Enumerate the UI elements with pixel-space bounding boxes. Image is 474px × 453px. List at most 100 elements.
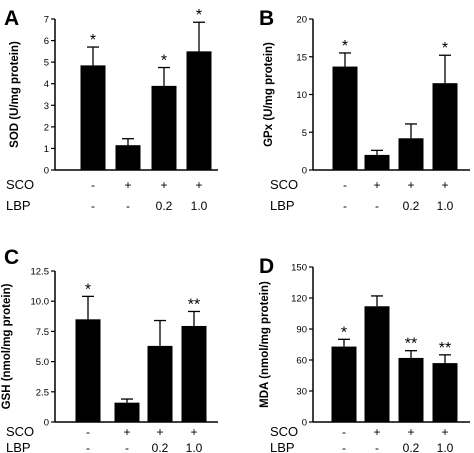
row-label-sco: SCO <box>6 177 34 192</box>
category-label-sco: + <box>124 178 131 192</box>
category-label-sco: - <box>342 425 346 439</box>
row-label-sco: SCO <box>6 424 34 439</box>
bar <box>186 51 212 170</box>
bar <box>364 154 390 170</box>
bar <box>432 363 458 422</box>
significance-marker: * <box>196 7 202 24</box>
y-tick-label: 7.5 <box>36 327 49 338</box>
bar <box>364 306 390 422</box>
significance-marker: * <box>442 40 448 57</box>
bar <box>147 345 173 422</box>
y-axis-label: GPx (U/mg protein) <box>263 42 275 147</box>
bar <box>151 85 177 170</box>
category-label-sco: + <box>441 178 448 192</box>
category-label-sco: - <box>91 178 95 192</box>
panel-d: D MDA (nmol/mg protein) SCO LBP 0 30 60 90 1… <box>259 255 470 453</box>
significance-marker: * <box>161 53 167 70</box>
category-label-lbp: 0.2 <box>156 199 173 213</box>
y-tick-label: 60 <box>296 356 307 367</box>
y-tick-label: 5 <box>302 128 307 139</box>
category-label-sco: + <box>441 425 448 439</box>
bar <box>114 402 140 422</box>
category-label-lbp: - <box>342 441 346 453</box>
category-label-lbp: 0.2 <box>403 199 420 213</box>
row-label-sco: SCO <box>270 424 298 439</box>
category-label-lbp: - <box>125 441 129 453</box>
significance-marker: ** <box>405 336 417 353</box>
significance-marker: ** <box>188 296 200 313</box>
y-tick-label: 1 <box>44 144 49 155</box>
y-tick-label: 10.0 <box>31 297 50 308</box>
row-label-lbp: LBP <box>6 198 31 213</box>
y-tick-label: 20 <box>296 15 307 26</box>
bar <box>398 138 424 170</box>
bar <box>332 66 358 170</box>
y-tick-label: 0 <box>44 166 49 177</box>
bar <box>75 319 101 422</box>
bar <box>432 83 458 170</box>
bar <box>115 145 141 170</box>
category-label-sco: - <box>343 178 347 192</box>
panel-a: A SOD (U/mg protein) SCO LBP 0 1 2 3 4 5 6 7 * - -… <box>4 7 218 213</box>
category-label-sco: + <box>407 178 414 192</box>
category-label-lbp: - <box>343 199 347 213</box>
panel-letter: D <box>259 255 274 278</box>
bar <box>80 65 106 170</box>
row-label-lbp: LBP <box>270 198 295 213</box>
row-label-sco: SCO <box>270 177 298 192</box>
category-label-sco: + <box>195 178 202 192</box>
category-label-lbp: 1.0 <box>437 199 454 213</box>
y-axis-label: SOD (U/mg protein) <box>9 41 21 148</box>
category-label-lbp: 1.0 <box>191 199 208 213</box>
significance-marker: * <box>342 38 348 55</box>
category-label-lbp: - <box>126 199 130 213</box>
y-tick-label: 5 <box>44 58 49 69</box>
category-label-sco: + <box>160 178 167 192</box>
category-label-lbp: 1.0 <box>437 441 454 453</box>
category-label-lbp: - <box>375 441 379 453</box>
y-tick-label: 6 <box>44 36 49 47</box>
y-tick-label: 3 <box>44 101 49 112</box>
category-label-sco: + <box>373 425 380 439</box>
y-tick-label: 30 <box>296 387 307 398</box>
category-label-lbp: 1.0 <box>186 441 203 453</box>
y-tick-label: 0 <box>44 418 49 429</box>
panel-letter: C <box>4 246 19 269</box>
y-tick-label: 90 <box>296 325 307 336</box>
y-tick-label: 2.5 <box>36 387 49 398</box>
significance-marker: * <box>90 32 96 49</box>
bar <box>398 357 424 422</box>
y-tick-label: 12.5 <box>31 267 50 278</box>
y-tick-label: 150 <box>291 263 307 274</box>
panel-c: C GSH (nmol/mg protein) SCO LBP 0 2.5 5.0 7… <box>1 246 218 453</box>
y-tick-label: 10 <box>296 90 307 101</box>
significance-marker: * <box>85 281 91 298</box>
bar <box>331 346 357 422</box>
category-label-sco: + <box>373 178 380 192</box>
panel-b: B GPx (U/mg protein) SCO LBP 0 5 10 15 20 * - -… <box>259 7 470 213</box>
y-tick-label: 4 <box>44 79 49 90</box>
y-axis-label: GSH (nmol/mg protein) <box>1 283 13 409</box>
y-tick-label: 120 <box>291 294 307 305</box>
y-tick-label: 0 <box>302 418 307 429</box>
category-label-sco: + <box>190 425 197 439</box>
y-tick-label: 2 <box>44 122 49 133</box>
category-label-lbp: 0.2 <box>152 441 169 453</box>
bar <box>181 325 207 422</box>
y-tick-label: 0 <box>302 166 307 177</box>
panel-letter: A <box>4 7 19 30</box>
row-label-lbp: LBP <box>6 440 31 453</box>
category-label-lbp: 0.2 <box>403 441 420 453</box>
y-axis-label: MDA (nmol/mg protein) <box>259 281 271 408</box>
category-label-sco: + <box>156 425 163 439</box>
category-label-sco: - <box>86 425 90 439</box>
category-label-sco: + <box>123 425 130 439</box>
y-tick-label: 15 <box>296 52 307 63</box>
category-label-lbp: - <box>375 199 379 213</box>
category-label-lbp: - <box>91 199 95 213</box>
category-label-sco: + <box>407 425 414 439</box>
significance-marker: * <box>341 324 347 341</box>
category-label-lbp: - <box>86 441 90 453</box>
y-tick-label: 5.0 <box>36 357 49 368</box>
